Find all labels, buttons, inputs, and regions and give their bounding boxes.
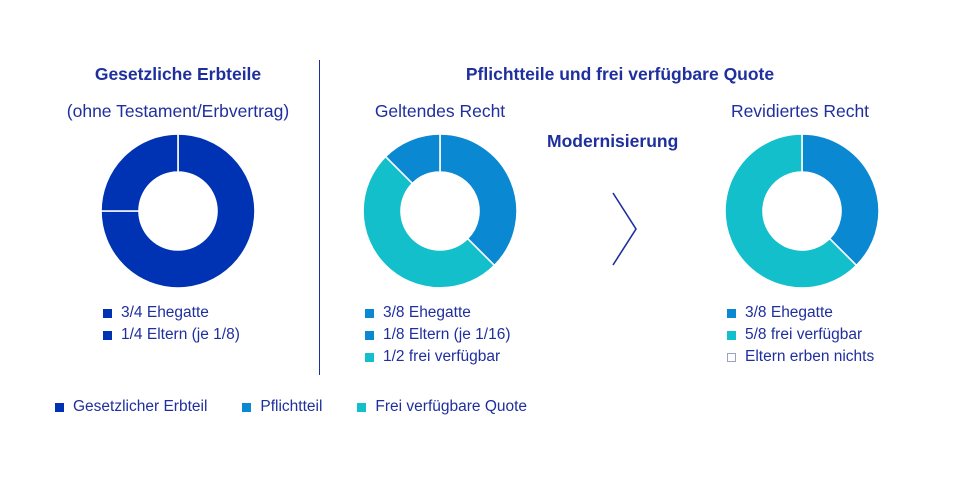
- donut-slice-0: [100, 133, 256, 289]
- legend-item: Eltern erben nichts: [727, 346, 874, 368]
- legend-label: Gesetzlicher Erbteil: [73, 398, 208, 415]
- legend-label: Eltern erben nichts: [745, 348, 875, 365]
- bottom-legend-item-frei: Frei verfügbare Quote: [357, 398, 527, 416]
- modernisierung-label: Modernisierung: [547, 131, 679, 151]
- legend-swatch: [727, 330, 736, 340]
- legend-item: 5/8 frei verfügbar: [727, 324, 874, 346]
- legend-swatch: [55, 402, 64, 412]
- legend-swatch: [365, 352, 374, 362]
- legend-label: 5/8 frei verfügbar: [745, 326, 863, 343]
- donut-slice-0: [439, 133, 518, 267]
- donut-slice-1: [362, 155, 496, 289]
- legend-label: 1/2 frei verfügbar: [383, 348, 501, 365]
- legend-swatch: [103, 330, 112, 340]
- legend-gesetzliche-erbteile: 3/4 Ehegatte 1/4 Eltern (je 1/8): [103, 302, 240, 346]
- right-title: Pflichtteile und frei verfügbare Quote: [465, 64, 775, 84]
- bottom-legend-item-pflichtteil: Pflichtteil: [242, 398, 322, 416]
- legend-label: 1/8 Eltern (je 1/16): [383, 326, 511, 343]
- legend-swatch: [103, 308, 112, 318]
- left-title: Gesetzliche Erbteile: [94, 64, 262, 84]
- donut-slice-1: [100, 133, 179, 212]
- legend-label: 1/4 Eltern (je 1/8): [121, 326, 240, 343]
- revidiertes-recht-title: Revidiertes Recht: [730, 101, 870, 121]
- legend-swatch: [727, 352, 736, 362]
- legend-swatch: [365, 308, 374, 318]
- donut-slice-1: [724, 133, 858, 289]
- legend-label: Pflichtteil: [260, 398, 323, 415]
- legend-item: 3/8 Ehegatte: [365, 302, 511, 324]
- legend-label: 3/4 Ehegatte: [121, 304, 209, 321]
- left-subtitle: (ohne Testament/Erbvertrag): [66, 101, 290, 121]
- donut-geltendes-recht: [362, 133, 518, 289]
- legend-label: 3/8 Ehegatte: [383, 304, 471, 321]
- legend-swatch: [365, 330, 374, 340]
- legend-geltendes-recht: 3/8 Ehegatte 1/8 Eltern (je 1/16) 1/2 frei…: [365, 302, 511, 368]
- legend-revidiertes-recht: 3/8 Ehegatte 5/8 frei verfügbar Eltern erb…: [727, 302, 874, 368]
- legend-item: 3/8 Ehegatte: [727, 302, 874, 324]
- bottom-legend-item-gesetzlich: Gesetzlicher Erbteil: [55, 398, 207, 416]
- donut-revidiertes-recht: [724, 133, 880, 289]
- legend-item: 1/8 Eltern (je 1/16): [365, 324, 511, 346]
- donut-gesetzliche-erbteile: [100, 133, 256, 289]
- legend-item: 1/2 frei verfügbar: [365, 346, 511, 368]
- section-divider: [319, 60, 320, 375]
- legend-swatch: [242, 402, 252, 412]
- donut-slice-2: [384, 133, 441, 185]
- legend-item: 3/4 Ehegatte: [103, 302, 240, 324]
- chevron-right-icon: [612, 192, 637, 266]
- legend-label: Frei verfügbare Quote: [375, 398, 528, 415]
- legend-swatch: [727, 308, 736, 318]
- donut-slice-0: [801, 133, 880, 267]
- legend-swatch: [357, 402, 367, 412]
- legend-label: 3/8 Ehegatte: [745, 304, 833, 321]
- geltendes-recht-title: Geltendes Recht: [374, 101, 506, 121]
- legend-item: 1/4 Eltern (je 1/8): [103, 324, 240, 346]
- bottom-legend: Gesetzlicher Erbteil Pflichtteil Frei ve…: [55, 398, 527, 416]
